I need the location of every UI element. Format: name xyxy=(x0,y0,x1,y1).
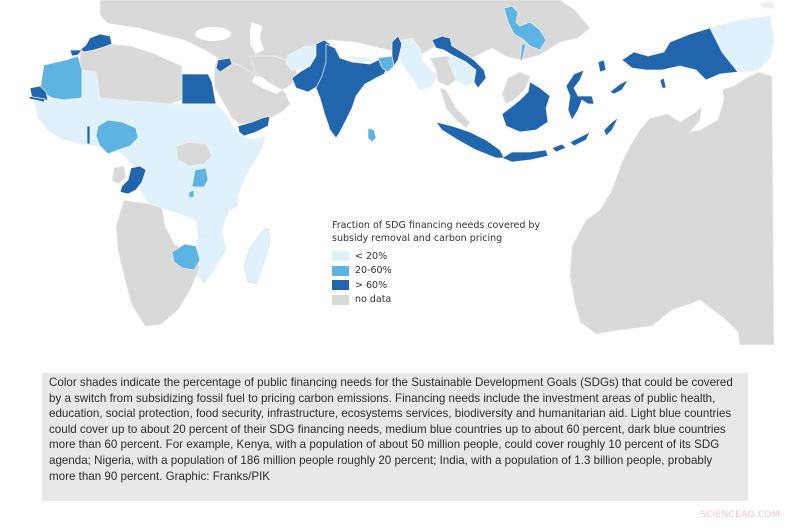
legend-label: no data xyxy=(355,294,392,306)
region-egypt xyxy=(181,73,217,105)
legend-label: > 60% xyxy=(355,279,388,291)
region-southern-africa-nodata xyxy=(115,199,201,327)
region-maluku-2 xyxy=(609,79,629,95)
region-nepal xyxy=(347,55,373,63)
region-yemen xyxy=(237,115,271,137)
region-bangladesh xyxy=(377,55,395,73)
region-gambia xyxy=(27,95,46,103)
region-afghanistan xyxy=(285,45,319,71)
region-western-sahara xyxy=(69,49,83,57)
region-philippines-palawan xyxy=(519,43,527,61)
region-madagascar xyxy=(243,227,271,285)
legend-title: Fraction of SDG financing needs covered … xyxy=(332,220,541,244)
region-sri-lanka xyxy=(367,127,377,143)
region-lesser-sunda-2 xyxy=(569,131,591,147)
region-mozambique xyxy=(195,231,227,285)
persian-gulf xyxy=(252,76,282,94)
region-south-sudan xyxy=(175,141,213,167)
region-india-northeast xyxy=(391,35,403,67)
region-java xyxy=(501,149,549,163)
region-zimbabwe xyxy=(171,243,201,271)
region-gabon xyxy=(111,165,127,185)
region-maluku-1 xyxy=(597,59,607,73)
black-sea xyxy=(195,27,231,41)
region-vietnam xyxy=(431,35,487,89)
region-arabia xyxy=(213,61,291,125)
region-sumatra xyxy=(435,121,505,159)
watermark: SCIENCEAQ.COM xyxy=(699,510,780,520)
region-sulawesi xyxy=(565,69,595,121)
region-lesser-sunda-1 xyxy=(551,143,567,153)
region-india xyxy=(315,43,389,139)
region-iran xyxy=(249,55,299,91)
caspian-sea xyxy=(250,22,264,54)
region-kalimantan xyxy=(501,81,551,133)
legend-swatch-low xyxy=(332,251,349,262)
legend-item-low: < 20% xyxy=(332,249,572,264)
legend-label: 20-60% xyxy=(355,265,392,277)
legend-swatch-nodata xyxy=(332,294,349,305)
region-philippines xyxy=(503,5,547,51)
region-australia xyxy=(569,71,775,345)
region-timor xyxy=(603,117,619,137)
region-nigeria xyxy=(95,119,139,155)
region-papua-new-guinea xyxy=(709,15,775,73)
legend-label: < 20% xyxy=(355,250,388,262)
region-myanmar xyxy=(399,37,439,91)
figure-caption: Color shades indicate the percentage of … xyxy=(42,373,748,501)
region-uganda xyxy=(191,167,209,188)
region-congo xyxy=(119,165,147,195)
region-png-island xyxy=(759,1,775,9)
region-borneo-north xyxy=(501,71,531,105)
choropleth-map xyxy=(27,0,775,345)
legend-item-high: > 60% xyxy=(332,278,572,293)
region-maluku-3 xyxy=(659,77,667,89)
region-rwanda xyxy=(188,189,195,199)
legend-item-medium: 20-60% xyxy=(332,264,572,279)
legend-item-nodata: no data xyxy=(332,293,572,308)
region-sahel-light xyxy=(33,69,266,251)
region-togo xyxy=(86,125,91,145)
region-malaysia xyxy=(439,87,471,129)
gulf-of-carpentaria xyxy=(690,82,724,132)
legend-swatch-high xyxy=(332,280,349,291)
region-morocco xyxy=(79,33,113,53)
mediterranean-sea xyxy=(100,22,218,64)
map-legend: Fraction of SDG financing needs covered … xyxy=(332,219,572,307)
region-syria xyxy=(215,57,233,73)
legend-swatch-medium xyxy=(332,265,349,276)
